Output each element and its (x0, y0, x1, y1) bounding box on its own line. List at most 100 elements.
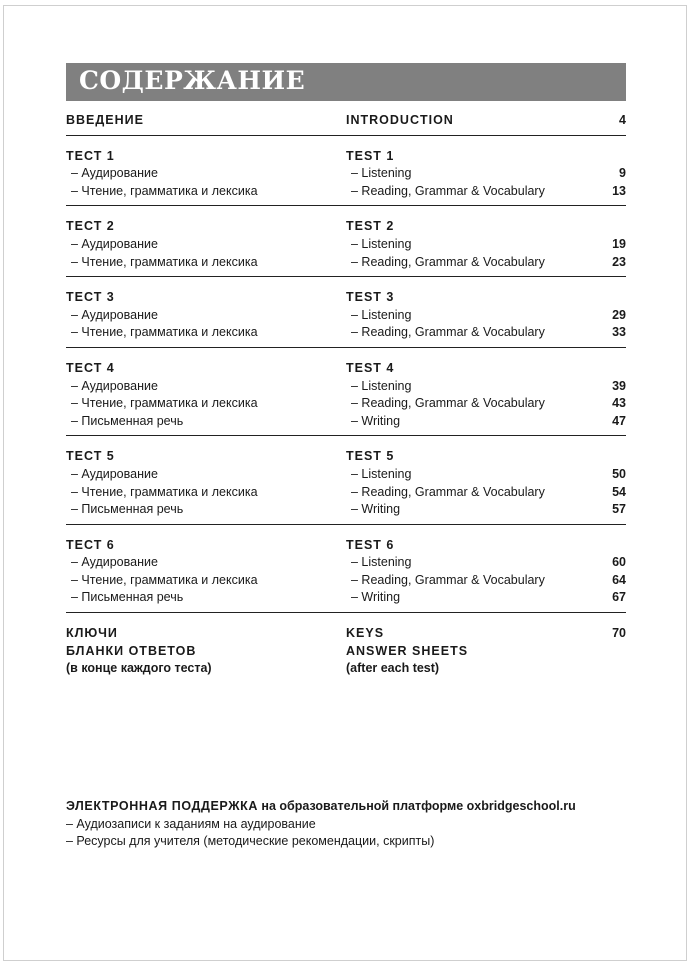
toc-entry[interactable]: – Аудирование – Listening 60 (66, 554, 626, 572)
entry-en: – Writing (351, 590, 401, 605)
entry-page: 43 (612, 396, 626, 411)
entry-en: – Writing (351, 413, 401, 428)
entry-page: 13 (612, 183, 626, 198)
support-item: – Ресурсы для учителя (методические реко… (66, 833, 646, 851)
test-heading[interactable]: ТЕСТ 1 TEST 1 (66, 148, 626, 166)
entry-ru: – Чтение, грамматика и лексика (71, 572, 258, 587)
test-section: ТЕСТ 6 TEST 6– Аудирование – Listening 60– … (66, 525, 626, 614)
entry-ru: – Письменная речь (71, 590, 184, 605)
entry-ru: – Чтение, грамматика и лексика (71, 484, 258, 499)
toc-entry[interactable]: – Чтение, грамматика и лексика – Reading,… (66, 254, 626, 272)
test-section: ТЕСТ 5 TEST 5– Аудирование – Listening 50– … (66, 436, 626, 525)
test-heading[interactable]: ТЕСТ 6 TEST 6 (66, 537, 626, 555)
contents-title-bar: СОДЕРЖАНИЕ (66, 63, 626, 101)
entry-ru: – Аудирование (71, 555, 158, 570)
test-section: ТЕСТ 4 TEST 4– Аудирование – Listening 39– … (66, 348, 626, 437)
test-heading-ru: ТЕСТ 2 (66, 219, 115, 234)
test-section: ТЕСТ 1 TEST 1 – Аудирование – Listening 9 – Ч… (66, 136, 626, 207)
toc-entry[interactable]: – Письменная речь – Writing 47 (66, 413, 626, 431)
entry-ru: – Чтение, грамматика и лексика (71, 396, 258, 411)
keys-section: КЛЮЧИ KEYS 70 БЛАНКИ ОТВЕТОВ ANSWER SHEE… (66, 613, 626, 683)
support-item-audio: – Аудиозаписи к заданиям на аудирование (66, 816, 316, 831)
intro-page: 4 (619, 113, 626, 127)
test-heading-ru: ТЕСТ 6 (66, 537, 115, 552)
test-heading-en: TEST 2 (346, 219, 395, 234)
answer-note-ru: (в конце каждого теста) (66, 661, 212, 676)
table-of-contents: ВВЕДЕНИЕ INTRODUCTION 4 ТЕСТ 1 TEST 1 – Ау… (66, 112, 626, 683)
toc-entry[interactable]: – Аудирование – Listening 29 (66, 307, 626, 325)
entry-ru: – Письменная речь (71, 502, 184, 517)
entry-page: 47 (612, 413, 626, 428)
toc-entry[interactable]: – Аудирование – Listening 39 (66, 378, 626, 396)
entry-page: 33 (612, 325, 626, 340)
test-heading-en: TEST 4 (346, 360, 395, 375)
toc-row-intro[interactable]: ВВЕДЕНИЕ INTRODUCTION 4 (66, 112, 626, 130)
toc-row-answer-sheets[interactable]: БЛАНКИ ОТВЕТОВ ANSWER SHEETS (66, 643, 626, 661)
toc-entry[interactable]: – Чтение, грамматика и лексика – Reading,… (66, 572, 626, 590)
entry-ru: – Аудирование (71, 466, 158, 481)
intro-section: ВВЕДЕНИЕ INTRODUCTION 4 (66, 112, 626, 136)
toc-entry[interactable]: – Чтение, грамматика и лексика – Reading,… (66, 395, 626, 413)
toc-entry[interactable]: – Аудирование – Listening 19 (66, 236, 626, 254)
test-heading[interactable]: ТЕСТ 2 TEST 2 (66, 218, 626, 236)
answer-sheets-ru: БЛАНКИ ОТВЕТОВ (66, 643, 197, 658)
entry-page: 39 (612, 378, 626, 393)
page (3, 5, 687, 961)
entry-ru: – Аудирование (71, 307, 158, 322)
entry-en: – Listening (351, 166, 412, 181)
entry-page: 19 (612, 236, 626, 251)
entry-en: – Reading, Grammar & Vocabulary (351, 183, 545, 198)
toc-entry[interactable]: – Аудирование – Listening 9 (66, 165, 626, 183)
entry-page: 23 (612, 254, 626, 269)
entry-ru: – Аудирование (71, 236, 158, 251)
entry-page: 64 (612, 572, 626, 587)
entry-en: – Listening (351, 378, 412, 393)
entry-en: – Reading, Grammar & Vocabulary (351, 254, 545, 269)
entry-page: 57 (612, 502, 626, 517)
test-section: ТЕСТ 2 TEST 2– Аудирование – Listening 19– … (66, 206, 626, 278)
entry-en: – Writing (351, 502, 401, 517)
entry-ru: – Аудирование (71, 166, 158, 181)
support-title: ЭЛЕКТРОННАЯ ПОДДЕРЖКА (66, 799, 258, 813)
test-heading-ru: ТЕСТ 1 (66, 148, 115, 163)
entry-page: 54 (612, 484, 626, 499)
toc-entry[interactable]: – Письменная речь – Writing 57 (66, 501, 626, 519)
test-section: ТЕСТ 3 TEST 3 – Аудирование – Listening 29– … (66, 277, 626, 348)
keys-en: KEYS (346, 626, 385, 641)
entry-page: 60 (612, 555, 626, 570)
support-item-teacher: – Ресурсы для учителя (методические реко… (66, 834, 435, 849)
toc-entry[interactable]: – Аудирование – Listening 50 (66, 466, 626, 484)
test-heading-ru: ТЕСТ 5 (66, 449, 115, 464)
entry-page: 50 (612, 466, 626, 481)
toc-entry[interactable]: – Письменная речь – Writing 67 (66, 589, 626, 607)
toc-entry[interactable]: – Чтение, грамматика и лексика – Reading,… (66, 183, 626, 201)
support-heading: ЭЛЕКТРОННАЯ ПОДДЕРЖКА на образовательной… (66, 798, 646, 816)
test-heading-ru: ТЕСТ 3 (66, 290, 115, 305)
entry-page: 9 (619, 166, 626, 181)
test-heading[interactable]: ТЕСТ 4 TEST 4 (66, 360, 626, 378)
entry-en: – Listening (351, 236, 412, 251)
test-heading-en: TEST 6 (346, 537, 395, 552)
keys-ru: КЛЮЧИ (66, 626, 118, 641)
support-platform: на образовательной платформе oxbridgesch… (257, 799, 576, 813)
toc-entry[interactable]: – Чтение, грамматика и лексика – Reading,… (66, 484, 626, 502)
entry-en: – Reading, Grammar & Vocabulary (351, 484, 545, 499)
entry-en: – Listening (351, 466, 412, 481)
entry-en: – Reading, Grammar & Vocabulary (351, 325, 545, 340)
test-heading-en: TEST 5 (346, 449, 395, 464)
entry-page: 29 (612, 307, 626, 322)
toc-entry[interactable]: – Чтение, грамматика и лексика – Reading,… (66, 324, 626, 342)
answer-note-en: (after each test) (346, 661, 440, 676)
electronic-support: ЭЛЕКТРОННАЯ ПОДДЕРЖКА на образовательной… (66, 798, 646, 851)
toc-row-answer-note: (в конце каждого теста) (after each test… (66, 660, 626, 678)
entry-en: – Listening (351, 555, 412, 570)
entry-en: – Reading, Grammar & Vocabulary (351, 572, 545, 587)
intro-ru: ВВЕДЕНИЕ (66, 113, 144, 127)
entry-ru: – Чтение, грамматика и лексика (71, 325, 258, 340)
toc-row-keys[interactable]: КЛЮЧИ KEYS 70 (66, 625, 626, 643)
test-heading-en: TEST 3 (346, 290, 395, 305)
test-heading[interactable]: ТЕСТ 3 TEST 3 (66, 289, 626, 307)
test-heading[interactable]: ТЕСТ 5 TEST 5 (66, 448, 626, 466)
entry-ru: – Чтение, грамматика и лексика (71, 183, 258, 198)
entry-ru: – Чтение, грамматика и лексика (71, 254, 258, 269)
